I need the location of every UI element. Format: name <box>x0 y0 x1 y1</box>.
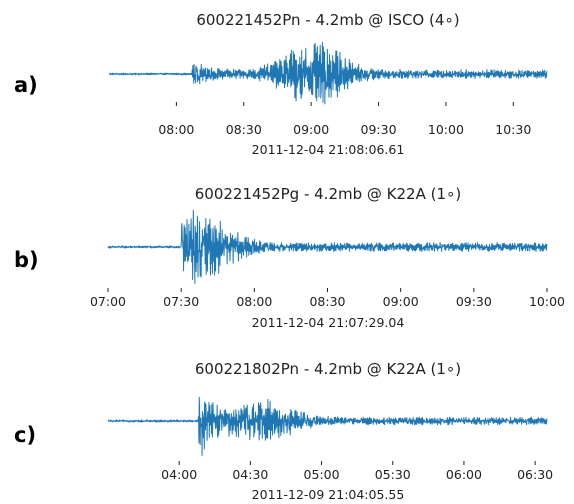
trace-line <box>107 396 548 456</box>
x-tick-label: 06:30 <box>517 467 553 482</box>
chart-title: 600221452Pg - 4.2mb @ K22A (1∘) <box>195 185 462 203</box>
x-axis-label: 2011-12-04 21:08:06.61 <box>252 142 405 157</box>
panel-label: a) <box>14 73 38 97</box>
x-tick-label: 08:00 <box>158 122 194 137</box>
x-tick-label: 04:00 <box>161 467 197 482</box>
x-tick-label: 09:00 <box>293 122 329 137</box>
x-tick-label: 10:30 <box>495 122 531 137</box>
x-tick-label: 09:30 <box>456 294 492 309</box>
panel-label: b) <box>14 248 39 272</box>
x-tick-label: 04:30 <box>232 467 268 482</box>
panel-a: a) 600221452Pn - 4.2mb @ ISCO (4∘) 08:00 08… <box>14 11 548 157</box>
trace-line <box>107 209 548 284</box>
trace-line <box>108 41 548 105</box>
x-axis-label: 2011-12-04 21:07:29.04 <box>252 315 405 330</box>
x-axis-label: 2011-12-09 21:04:05.55 <box>252 487 405 502</box>
x-tick-label: 07:30 <box>163 294 199 309</box>
panel-label: c) <box>14 423 36 447</box>
panel-b: b) 600221452Pg - 4.2mb @ K22A (1∘) 07:00 07… <box>14 185 565 330</box>
x-tick-label: 10:00 <box>529 294 565 309</box>
x-tick-label: 05:00 <box>304 467 340 482</box>
panel-c: c) 600221802Pn - 4.2mb @ K22A (1∘) 04:00 04… <box>14 360 553 502</box>
x-tick-label: 08:30 <box>226 122 262 137</box>
x-tick-label: 06:00 <box>446 467 482 482</box>
x-tick-label: 10:00 <box>428 122 464 137</box>
x-tick-label: 08:30 <box>309 294 345 309</box>
chart-title: 600221802Pn - 4.2mb @ K22A (1∘) <box>195 360 461 378</box>
x-tick-label: 09:00 <box>383 294 419 309</box>
x-tick-label: 07:00 <box>90 294 126 309</box>
chart-title: 600221452Pn - 4.2mb @ ISCO (4∘) <box>196 11 459 29</box>
x-tick-label: 09:30 <box>361 122 397 137</box>
x-tick-label: 08:00 <box>236 294 272 309</box>
x-tick-label: 05:30 <box>375 467 411 482</box>
